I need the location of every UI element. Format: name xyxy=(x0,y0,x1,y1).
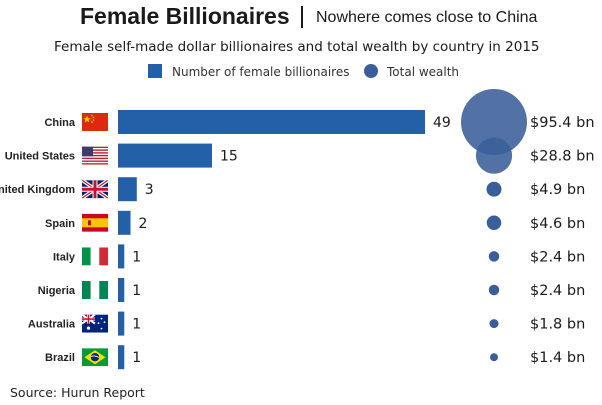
wealth-label: $4.9 bn xyxy=(530,182,585,198)
chart-row: China 49 $95.4 bn xyxy=(44,110,595,134)
legend-bar-label: Number of female billionaires xyxy=(172,65,349,79)
country-label: United Kingdom xyxy=(0,184,75,196)
wealth-bubble xyxy=(461,89,527,155)
australia-flag-icon xyxy=(82,314,108,333)
bar xyxy=(118,143,212,168)
country-label: United States xyxy=(5,151,75,163)
bar-value-label: 3 xyxy=(145,182,154,198)
wealth-label: $4.6 bn xyxy=(530,216,585,232)
country-label: Italy xyxy=(53,251,76,263)
bar xyxy=(118,311,125,336)
bar-value-label: 1 xyxy=(132,249,141,265)
wealth-label: $2.4 bn xyxy=(530,283,585,299)
bar xyxy=(118,244,125,269)
bar xyxy=(118,278,125,302)
bar xyxy=(118,210,131,235)
chart-description: Female self-made dollar billionaires and… xyxy=(54,39,540,55)
source-note: Source: Hurun Report xyxy=(10,385,145,400)
chart-row: Brazil 1 $1.4 bn xyxy=(45,345,585,370)
chart-row: Australia 1 $1.8 bn xyxy=(28,311,585,336)
wealth-bubble xyxy=(489,319,499,329)
page-title: Female Billionaires xyxy=(80,3,290,29)
italy-flag-icon xyxy=(82,247,108,266)
wealth-bubble xyxy=(475,137,513,174)
uk-flag-icon xyxy=(82,180,108,198)
wealth-label: $95.4 bn xyxy=(530,115,595,131)
chart-row: United Kingdom 3 $4.9 bn xyxy=(0,177,585,202)
country-label: Spain xyxy=(45,218,75,230)
legend: Number of female billionaires Total weal… xyxy=(148,64,459,79)
wealth-bubble xyxy=(488,251,500,262)
country-label: Australia xyxy=(28,319,76,331)
wealth-bubbles xyxy=(461,89,527,362)
wealth-bubble xyxy=(490,353,498,362)
spain-flag-icon xyxy=(82,213,108,232)
legend-bubble-marker xyxy=(364,64,378,78)
wealth-bubble xyxy=(486,215,502,231)
bar-value-label: 1 xyxy=(132,283,141,299)
bar xyxy=(118,177,137,202)
page-subtitle: Nowhere comes close to China xyxy=(316,9,538,26)
nigeria-flag-icon xyxy=(82,281,108,299)
country-label: Nigeria xyxy=(38,285,76,297)
wealth-bubble xyxy=(486,181,502,197)
usa-flag-icon xyxy=(82,146,108,165)
wealth-label: $2.4 bn xyxy=(530,249,585,265)
wealth-bubble xyxy=(488,284,500,296)
title-divider xyxy=(301,6,303,28)
wealth-label: $28.8 bn xyxy=(530,149,595,165)
chart-row: Nigeria 1 $2.4 bn xyxy=(38,278,585,302)
chart-row: Italy 1 $2.4 bn xyxy=(53,244,585,269)
chart-row: Spain 2 $4.6 bn xyxy=(45,210,585,235)
china-flag-icon xyxy=(82,113,108,131)
country-label: China xyxy=(44,117,75,129)
bar-value-label: 15 xyxy=(220,149,238,165)
wealth-label: $1.4 bn xyxy=(530,350,585,366)
bar-value-label: 1 xyxy=(132,317,141,333)
chart-row: United States 15 $28.8 bn xyxy=(5,143,595,168)
bar-value-label: 49 xyxy=(433,115,451,131)
wealth-label: $1.8 bn xyxy=(530,317,585,333)
bar-value-label: 2 xyxy=(139,216,148,232)
bar xyxy=(118,345,125,370)
country-label: Brazil xyxy=(45,352,75,364)
bar xyxy=(118,110,425,134)
bar-value-label: 1 xyxy=(132,350,141,366)
legend-bubble-label: Total wealth xyxy=(386,65,459,79)
brazil-flag-icon xyxy=(82,348,108,367)
legend-bar-marker xyxy=(148,64,162,78)
